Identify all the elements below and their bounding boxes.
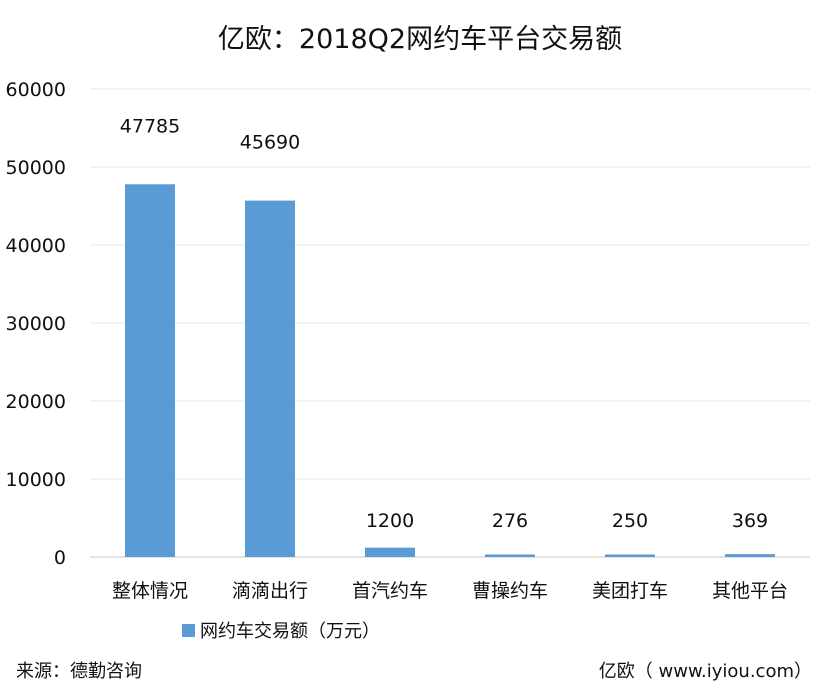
bar-1 — [125, 184, 175, 558]
y-tick-label: 60000 — [6, 79, 66, 101]
credit-note: 亿欧（ www.iyiou.com） — [599, 661, 812, 682]
data-label: 250 — [612, 510, 648, 532]
x-category-label: 美团打车 — [592, 580, 668, 602]
bar-4 — [485, 554, 535, 557]
legend-swatch — [182, 624, 195, 637]
y-axis-ticks: 0 10000 20000 30000 40000 50000 60000 — [6, 79, 66, 569]
x-category-label: 滴滴出行 — [232, 580, 308, 602]
source-note: 来源：德勤咨询 — [16, 661, 142, 682]
data-labels: 47785 45690 1200 276 250 369 — [120, 115, 768, 532]
data-label: 1200 — [366, 510, 414, 532]
x-axis-categories: 整体情况 滴滴出行 首汽约车 曹操约车 美团打车 其他平台 — [112, 580, 788, 602]
gridlines — [90, 88, 810, 480]
y-tick-label: 50000 — [6, 157, 66, 179]
x-category-label: 曹操约车 — [472, 580, 548, 602]
x-category-label: 首汽约车 — [352, 580, 428, 602]
bar-5 — [605, 554, 655, 557]
x-category-label: 其他平台 — [712, 580, 788, 602]
x-category-label: 整体情况 — [112, 580, 188, 602]
chart-title: 亿欧：2018Q2网约车平台交易额 — [218, 24, 622, 55]
y-tick-label: 20000 — [6, 391, 66, 413]
y-tick-label: 40000 — [6, 235, 66, 257]
legend: 网约车交易额（万元） — [182, 621, 380, 642]
bar-6 — [725, 554, 775, 557]
bar-3 — [365, 547, 415, 557]
bar-series — [125, 184, 775, 558]
bar-2 — [245, 200, 295, 558]
y-tick-label: 10000 — [6, 469, 66, 491]
y-tick-label: 0 — [54, 547, 66, 569]
data-label: 47785 — [120, 115, 180, 137]
legend-label: 网约车交易额（万元） — [200, 621, 380, 642]
data-label: 369 — [732, 510, 768, 532]
data-label: 45690 — [240, 132, 300, 154]
data-label: 276 — [492, 510, 528, 532]
y-tick-label: 30000 — [6, 313, 66, 335]
